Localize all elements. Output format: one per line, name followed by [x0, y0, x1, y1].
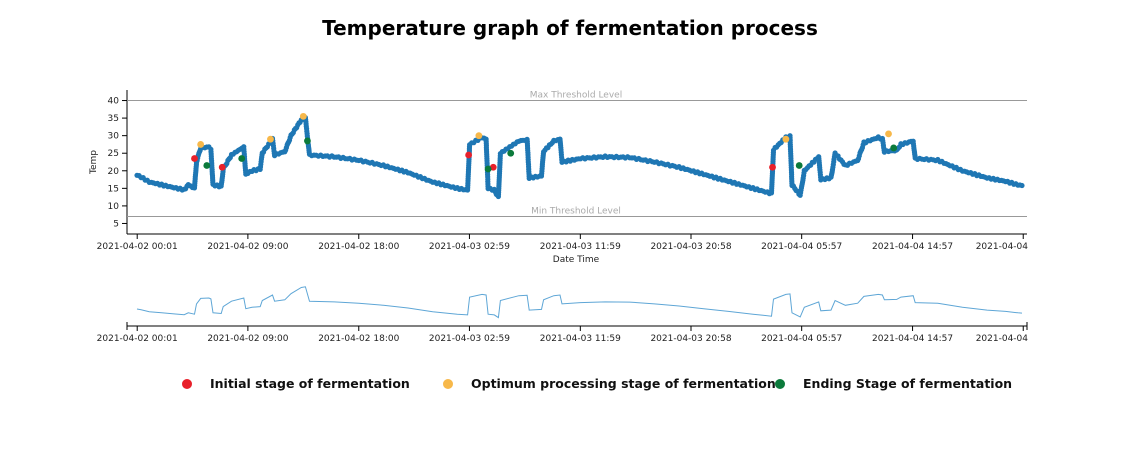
- initial-stage-marker: [769, 163, 776, 171]
- y-tick-label: 25: [108, 149, 119, 159]
- y-tick-label: 40: [108, 97, 120, 107]
- ending-stage-marker: [507, 149, 515, 157]
- chart-title: Temperature graph of fermentation proces…: [322, 16, 818, 40]
- overview-x-tick-label: 2021-04-02 09:00: [207, 334, 288, 344]
- legend-optimum-dot: [443, 378, 453, 389]
- x-tick-label: 2021-04-04: [976, 242, 1029, 252]
- initial-stage-marker: [191, 155, 198, 162]
- legend-initial-dot: [182, 378, 192, 389]
- x-axis-title: Date Time: [553, 255, 600, 265]
- overview-series-line: [136, 286, 1023, 319]
- optimum-stage-marker: [299, 112, 307, 120]
- legend-initial-label: Initial stage of fermentation: [210, 376, 410, 391]
- x-tick-label: 2021-04-02 18:00: [318, 242, 399, 252]
- x-tick-label: 2021-04-03 20:58: [650, 242, 731, 252]
- overview-x-tick-label: 2021-04-02 18:00: [318, 334, 399, 344]
- optimum-stage-marker: [475, 132, 483, 140]
- x-tick-label: 2021-04-03 11:59: [540, 242, 621, 252]
- threshold-label: Min Threshold Level: [531, 206, 621, 216]
- legend-item-initial[interactable]: Initial stage of fermentation: [182, 376, 410, 391]
- legend-item-optimum[interactable]: Optimum processing stage of fermentation: [443, 376, 776, 391]
- overview-x-tick-label: 2021-04-02 00:01: [97, 334, 178, 344]
- ending-stage-marker: [484, 165, 492, 173]
- initial-stage-marker: [465, 151, 473, 159]
- ending-stage-marker: [304, 137, 311, 145]
- overview-x-tick-label: 2021-04-03 11:59: [540, 334, 621, 344]
- optimum-stage-marker: [267, 135, 274, 143]
- y-tick-label: 15: [108, 184, 119, 194]
- y-tick-label: 10: [108, 202, 120, 212]
- optimum-stage-marker: [197, 141, 205, 148]
- overview-x-tick-label: 2021-04-03 02:59: [429, 334, 510, 344]
- x-tick-label: 2021-04-03 02:59: [429, 242, 510, 252]
- threshold-label: Max Threshold Level: [530, 91, 622, 101]
- legend-ending-dot: [775, 378, 785, 389]
- optimum-stage-marker: [782, 135, 790, 143]
- optimum-stage-marker: [885, 130, 892, 138]
- y-tick-label: 20: [108, 167, 120, 177]
- y-axis-title: Temp: [89, 150, 99, 175]
- initial-stage-marker: [489, 163, 497, 171]
- overview-x-tick-label: 2021-04-03 20:58: [650, 334, 731, 344]
- ending-stage-marker: [203, 162, 211, 169]
- temperature-chart: 5 10 15 20 25 30 35 40 Temp 2021-04-02 00:01 2021-…: [89, 90, 1029, 344]
- overview-x-tick-label: 2021-04-04 05:57: [761, 334, 842, 344]
- legend-ending-label: Ending Stage of fermentation: [803, 376, 1013, 391]
- legend: Initial stage of fermentation Optimum pr…: [0, 376, 1140, 400]
- y-tick-label: 5: [113, 219, 119, 229]
- y-tick-label: 30: [108, 132, 120, 142]
- ending-stage-marker: [238, 155, 246, 162]
- x-tick-label: 2021-04-02 00:01: [97, 242, 178, 252]
- ending-stage-marker: [795, 162, 803, 169]
- x-tick-label: 2021-04-04 05:57: [761, 242, 842, 252]
- initial-stage-marker: [218, 163, 226, 171]
- overview-x-tick-label: 2021-04-04 14:57: [872, 334, 953, 344]
- x-tick-label: 2021-04-02 09:00: [207, 242, 288, 252]
- overview-x-tick-label: 2021-04-04: [976, 334, 1029, 344]
- y-tick-label: 35: [108, 114, 119, 124]
- temperature-point: [1019, 182, 1025, 189]
- legend-optimum-label: Optimum processing stage of fermentation: [471, 376, 776, 391]
- legend-item-ending[interactable]: Ending Stage of fermentation: [775, 376, 1012, 391]
- ending-stage-marker: [890, 144, 898, 152]
- x-tick-label: 2021-04-04 14:57: [872, 242, 953, 252]
